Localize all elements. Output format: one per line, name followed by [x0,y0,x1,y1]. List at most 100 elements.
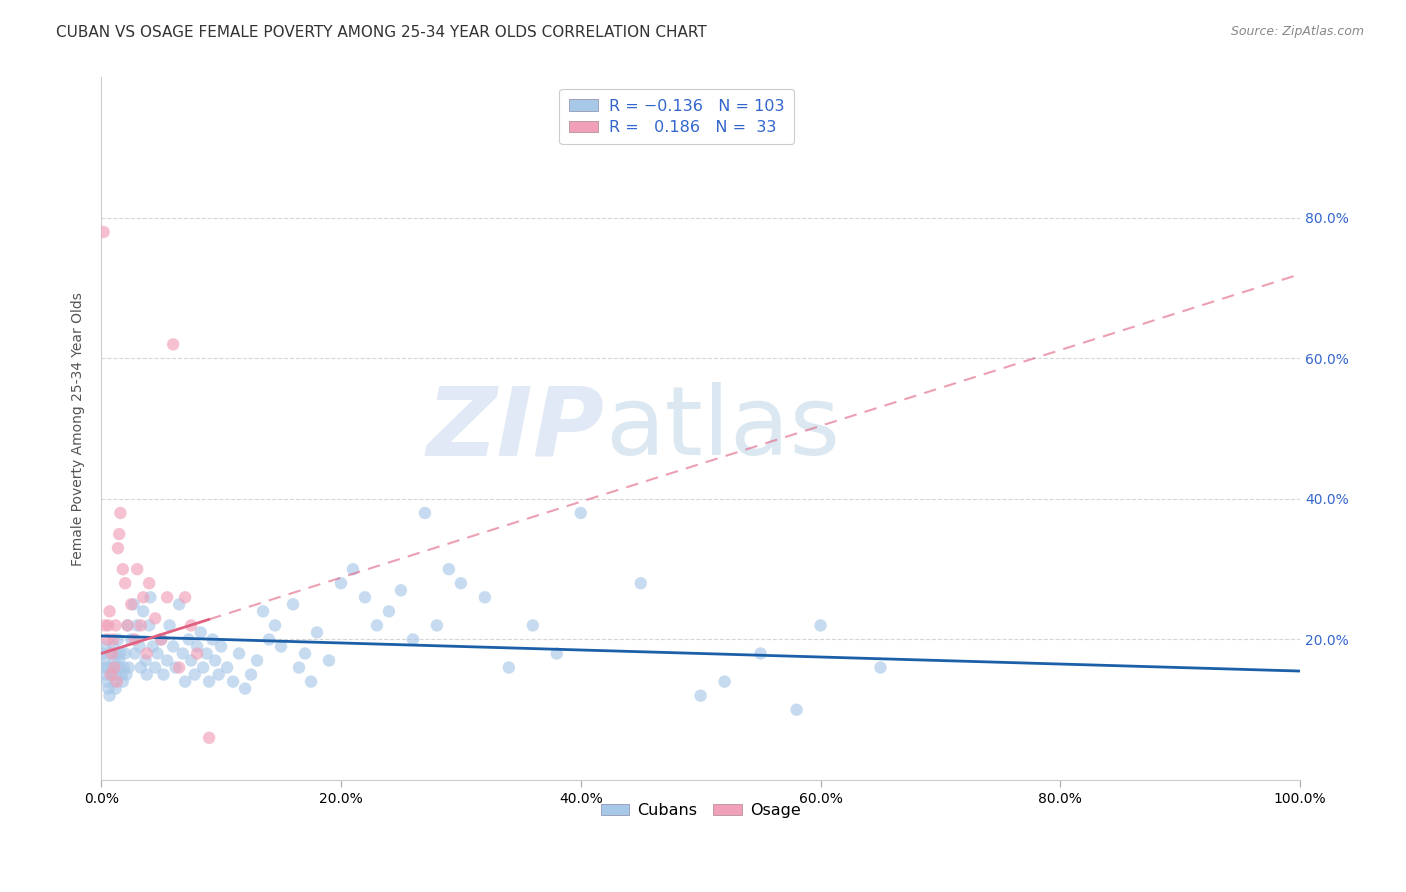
Point [117,618,139,632]
Point [246,653,269,667]
Point [132,591,155,605]
Point [713,674,735,689]
Point [124,647,146,661]
Text: Source: ZipAtlas.com: Source: ZipAtlas.com [1230,25,1364,38]
Point [378,604,401,618]
Point [150,632,173,647]
Point [252,604,274,618]
Point [105,667,128,681]
Point [264,618,287,632]
Point [195,647,218,661]
Point [103,660,125,674]
Point [167,597,190,611]
Point [450,576,472,591]
Point [143,611,166,625]
Point [281,597,304,611]
Point [689,689,711,703]
Point [110,647,132,661]
Point [569,506,592,520]
Point [257,632,280,647]
Point [107,541,129,555]
Legend: Cubans, Osage: Cubans, Osage [595,797,807,825]
Point [810,618,832,632]
Point [156,653,179,667]
Point [108,527,131,541]
Point [103,660,125,674]
Text: atlas: atlas [605,382,839,475]
Point [152,667,174,681]
Point [103,653,125,667]
Point [177,632,200,647]
Point [318,653,340,667]
Point [143,660,166,674]
Point [118,660,141,674]
Point [150,632,173,647]
Point [183,667,205,681]
Point [104,647,127,661]
Point [107,632,129,647]
Point [240,667,263,681]
Point [174,674,197,689]
Point [474,591,496,605]
Point [174,591,197,605]
Point [110,667,132,681]
Point [146,647,169,661]
Point [222,674,245,689]
Point [94,618,117,632]
Point [104,681,127,696]
Point [165,660,187,674]
Point [127,618,149,632]
Point [522,618,544,632]
Point [97,618,120,632]
Point [294,647,316,661]
Point [342,562,364,576]
Point [389,583,412,598]
Point [437,562,460,576]
Point [129,660,152,674]
Point [100,647,122,661]
Point [103,632,125,647]
Point [330,576,353,591]
Point [138,618,160,632]
Point [120,597,142,611]
Point [198,674,221,689]
Point [198,731,221,745]
Point [186,647,208,661]
Point [105,674,128,689]
Point [162,640,184,654]
Point [233,681,256,696]
Point [117,618,139,632]
Point [366,618,388,632]
Point [786,703,808,717]
Point [402,632,425,647]
Point [413,506,436,520]
Point [180,618,202,632]
Text: CUBAN VS OSAGE FEMALE POVERTY AMONG 25-34 YEAR OLDS CORRELATION CHART: CUBAN VS OSAGE FEMALE POVERTY AMONG 25-3… [56,25,707,40]
Point [97,660,120,674]
Point [114,647,136,661]
Point [103,674,125,689]
Point [299,674,322,689]
Point [104,618,127,632]
Point [138,576,160,591]
Point [208,667,231,681]
Point [270,640,292,654]
Point [139,591,162,605]
Point [498,660,520,674]
Point [191,660,214,674]
Point [97,681,120,696]
Text: ZIP: ZIP [427,382,605,475]
Point [142,640,165,654]
Point [96,632,118,647]
Point [96,674,118,689]
Point [156,591,179,605]
Point [167,660,190,674]
Point [217,660,239,674]
Point [135,653,157,667]
Point [630,576,652,591]
Point [93,225,115,239]
Point [112,660,135,674]
Point [110,506,132,520]
Point [108,660,131,674]
Point [91,647,114,661]
